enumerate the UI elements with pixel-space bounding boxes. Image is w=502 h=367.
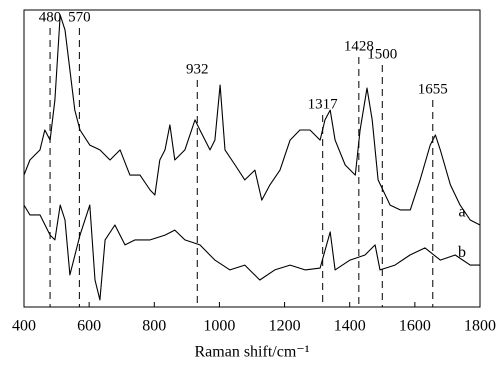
x-axis-label: Raman shift/cm⁻¹: [195, 344, 310, 361]
reference-label: 1500: [367, 46, 397, 62]
x-tick-label: 400: [12, 318, 36, 335]
x-tick-label: 1000: [203, 318, 235, 335]
reference-label: 480: [39, 9, 62, 25]
reference-label: 932: [186, 61, 209, 77]
x-tick-label: 1800: [464, 318, 496, 335]
series-line: [23, 204, 480, 301]
reference-label: 570: [68, 9, 91, 25]
series-label: a: [458, 204, 465, 221]
x-tick-label: 800: [142, 318, 166, 335]
x-tick-label: 600: [77, 318, 101, 335]
x-tick-label: 1400: [334, 318, 366, 335]
reference-label: 1655: [418, 81, 448, 97]
series-line: [23, 14, 481, 226]
plot-frame: [23, 9, 481, 308]
reference-label: 1317: [308, 96, 339, 112]
x-tick-label: 1200: [269, 318, 301, 335]
series-label: b: [458, 244, 466, 261]
x-tick-label: 1600: [399, 318, 431, 335]
reference-label: 1428: [344, 38, 374, 54]
